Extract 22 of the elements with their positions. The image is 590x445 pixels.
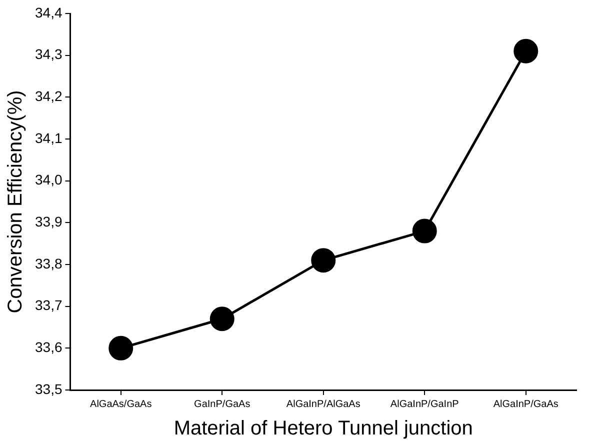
y-tick-label: 33,5 [35, 380, 62, 397]
y-tick-label: 33,8 [35, 255, 62, 272]
x-tick-label: GaInP/GaAs [194, 398, 250, 410]
y-tick-label: 34,3 [35, 46, 62, 62]
point [514, 38, 538, 64]
x-tick-label: AlGaAs/GaAs [90, 398, 152, 410]
y-tick-label: 34,0 [35, 172, 62, 188]
point [412, 218, 437, 244]
point [108, 336, 134, 360]
y-tick-label: 33,9 [35, 214, 62, 230]
y-tick-label: 34,2 [35, 88, 62, 104]
y-tick-label: 33,6 [35, 339, 62, 356]
x-tick-label: AlGaInP/GaInP [390, 398, 460, 410]
point [311, 248, 336, 273]
point [210, 306, 234, 332]
y-tick-label: 34,4 [35, 4, 62, 20]
y-axis-title: Conversion Efficiency(%) [4, 90, 27, 314]
x-tick-label: AlGaInP/GaAs [493, 398, 558, 410]
x-tick-label: AlGaInP/AlGaAs [286, 398, 360, 410]
x-axis-title: Material of Hetero Tunnel junction [174, 418, 473, 440]
y-tick-label: 33,7 [35, 297, 62, 314]
y-tick-label: 34,1 [35, 130, 62, 146]
